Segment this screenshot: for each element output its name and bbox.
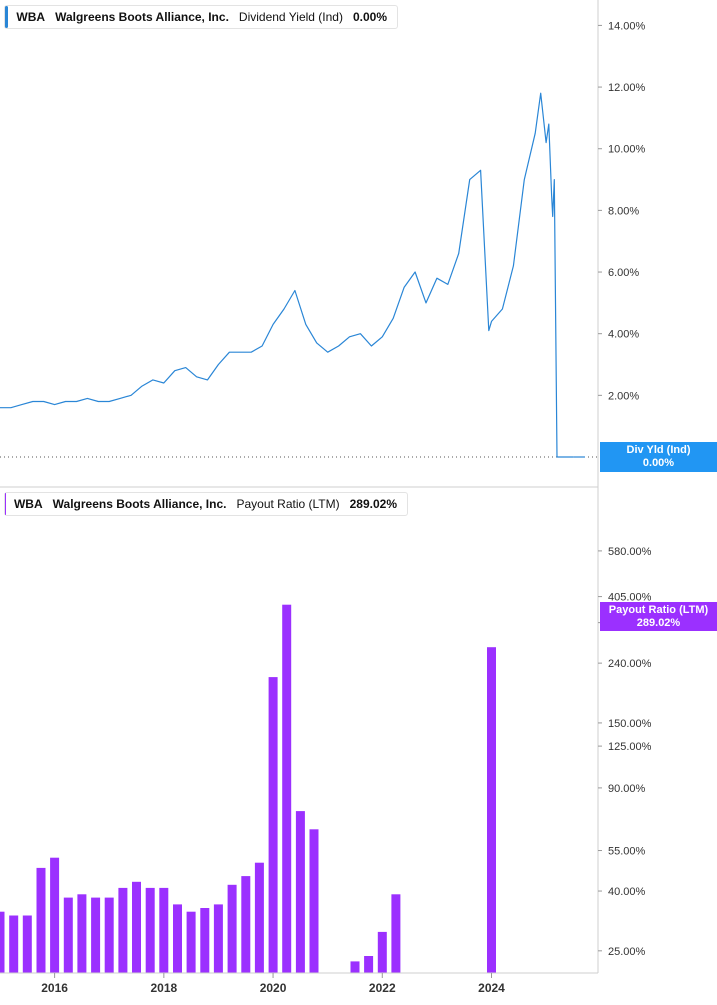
payout-ratio-legend: WBA Walgreens Boots Alliance, Inc. Payou… — [4, 492, 408, 516]
payout-ratio-bar — [268, 677, 278, 973]
payout-ratio-bar — [350, 961, 360, 973]
y-tick-label: 10.00% — [608, 144, 646, 156]
y-tick-label: 6.00% — [608, 267, 639, 279]
y-tick-label: 90.00% — [608, 783, 646, 795]
x-tick-label: 2016 — [41, 981, 68, 995]
payout-ratio-bar — [145, 887, 155, 973]
y-tick-label: 4.00% — [608, 329, 639, 341]
legend-metric: Dividend Yield (Ind) — [238, 10, 343, 24]
legend-company: Walgreens Boots Alliance, Inc. — [52, 497, 227, 511]
div-yield-tag-value: 0.00% — [642, 457, 675, 469]
payout-ratio-bar — [213, 904, 223, 973]
y-tick-label: 240.00% — [608, 658, 652, 670]
payout-ratio-bar — [159, 887, 169, 973]
payout-ratio-bar — [36, 867, 46, 973]
payout-ratio-plot — [0, 604, 496, 973]
payout-ratio-bar — [254, 862, 264, 973]
payout-ratio-bar — [186, 911, 196, 973]
y-tick-label: 405.00% — [608, 592, 652, 604]
legend-ticker: WBA — [13, 497, 43, 511]
y-tick-label: 125.00% — [608, 741, 652, 753]
payout-ratio-bar — [391, 894, 401, 973]
payout-ratio-tag-label: Payout Ratio (LTM) — [608, 604, 709, 616]
div-yield-axis-tag: Div Yld (Ind) 0.00% — [600, 442, 717, 472]
y-tick-label: 25.00% — [608, 946, 646, 958]
payout-ratio-bar — [364, 956, 374, 973]
payout-ratio-bar — [50, 857, 60, 973]
legend-ticker: WBA — [16, 10, 46, 24]
div-yield-tag-label: Div Yld (Ind) — [626, 444, 691, 456]
y-tick-label: 8.00% — [608, 205, 639, 217]
dividend-yield-legend: WBA Walgreens Boots Alliance, Inc. Divid… — [4, 5, 398, 29]
legend-company: Walgreens Boots Alliance, Inc. — [55, 10, 229, 24]
payout-ratio-bar — [173, 904, 182, 973]
payout-ratio-bar — [309, 829, 319, 973]
y-tick-label: 12.00% — [608, 82, 646, 94]
legend-value: 289.02% — [349, 497, 397, 511]
payout-ratio-bar — [104, 897, 114, 973]
payout-ratio-bar — [200, 908, 210, 973]
payout-ratio-bar — [0, 911, 5, 973]
y-tick-label: 40.00% — [608, 886, 646, 898]
x-tick-label: 2024 — [478, 981, 505, 995]
payout-ratio-bar — [227, 884, 237, 973]
payout-ratio-bar — [77, 894, 87, 973]
dividend-yield-plot — [0, 92, 598, 458]
y-tick-label: 580.00% — [608, 546, 652, 558]
x-tick-label: 2020 — [260, 981, 287, 995]
payout-ratio-bar — [241, 876, 251, 973]
x-tick-label: 2018 — [150, 981, 177, 995]
axes: 2.00% 4.00% 6.00% 8.00% 10.00% 12.00% 14.00% 25… — [0, 0, 652, 995]
payout-ratio-bar — [282, 604, 292, 973]
y-tick-label: 55.00% — [608, 846, 646, 858]
y-tick-label: 2.00% — [608, 390, 639, 402]
payout-ratio-tag-value: 289.02% — [636, 617, 681, 629]
legend-swatch — [5, 493, 6, 515]
dividend-yield-line — [0, 92, 574, 458]
y-tick-label: 14.00% — [608, 20, 646, 32]
legend-value: 0.00% — [352, 10, 387, 24]
payout-ratio-bar — [295, 811, 305, 973]
payout-ratio-bar — [63, 897, 73, 973]
payout-ratio-bar — [9, 915, 19, 973]
x-tick-label: 2022 — [369, 981, 396, 995]
payout-ratio-bar — [118, 887, 128, 973]
payout-ratio-bar — [487, 647, 496, 973]
y-tick-label: 150.00% — [608, 718, 652, 730]
payout-ratio-bar — [22, 915, 32, 973]
legend-swatch — [5, 6, 9, 28]
payout-ratio-bar — [91, 897, 101, 973]
payout-ratio-bar — [132, 881, 141, 973]
payout-ratio-axis-tag: Payout Ratio (LTM) 289.02% — [600, 602, 717, 631]
payout-ratio-bar — [377, 931, 387, 973]
legend-metric: Payout Ratio (LTM) — [236, 497, 340, 511]
